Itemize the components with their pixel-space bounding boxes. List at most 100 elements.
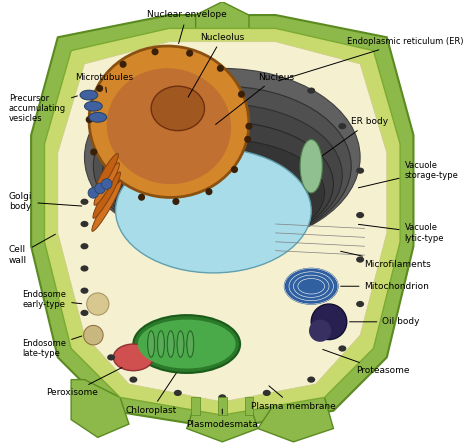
Ellipse shape xyxy=(80,90,98,100)
Text: Plasmodesmata: Plasmodesmata xyxy=(186,409,258,429)
Polygon shape xyxy=(31,15,413,428)
Text: Vacuole
storage-type: Vacuole storage-type xyxy=(358,161,458,188)
Ellipse shape xyxy=(93,86,351,246)
Text: Endosome
early-type: Endosome early-type xyxy=(22,290,82,309)
Ellipse shape xyxy=(89,112,107,122)
Polygon shape xyxy=(45,28,400,415)
Ellipse shape xyxy=(116,148,311,273)
Ellipse shape xyxy=(174,390,182,396)
Text: Mitochondrion: Mitochondrion xyxy=(341,282,429,291)
Text: ER body: ER body xyxy=(322,117,388,156)
Text: Chloroplast: Chloroplast xyxy=(126,373,177,415)
Ellipse shape xyxy=(338,345,346,352)
Circle shape xyxy=(95,183,105,194)
Ellipse shape xyxy=(219,394,226,401)
Ellipse shape xyxy=(81,198,89,205)
Ellipse shape xyxy=(151,86,204,131)
Text: Plasma membrane: Plasma membrane xyxy=(251,386,336,411)
Circle shape xyxy=(309,319,331,342)
Circle shape xyxy=(246,123,253,130)
Text: Microtubules: Microtubules xyxy=(75,73,134,92)
Ellipse shape xyxy=(138,319,236,369)
Ellipse shape xyxy=(356,256,364,263)
Circle shape xyxy=(83,325,103,345)
Text: Peroxisome: Peroxisome xyxy=(46,367,122,397)
Ellipse shape xyxy=(178,332,183,356)
Text: Nuclear envelope: Nuclear envelope xyxy=(147,10,227,43)
Circle shape xyxy=(238,90,245,98)
Ellipse shape xyxy=(129,376,137,383)
Ellipse shape xyxy=(95,154,118,192)
Ellipse shape xyxy=(158,332,164,356)
Text: Nucleus: Nucleus xyxy=(216,73,294,125)
Circle shape xyxy=(119,61,127,68)
Ellipse shape xyxy=(307,87,315,94)
Ellipse shape xyxy=(81,243,89,250)
Ellipse shape xyxy=(107,68,231,184)
Ellipse shape xyxy=(307,376,315,383)
Ellipse shape xyxy=(89,46,249,198)
Circle shape xyxy=(90,148,97,155)
Ellipse shape xyxy=(338,123,346,129)
Ellipse shape xyxy=(81,265,89,271)
Ellipse shape xyxy=(94,163,119,205)
Text: Microfilaments: Microfilaments xyxy=(341,251,431,268)
Polygon shape xyxy=(71,379,129,437)
Polygon shape xyxy=(187,402,258,442)
Ellipse shape xyxy=(188,332,193,356)
Circle shape xyxy=(205,188,212,195)
Ellipse shape xyxy=(113,344,154,370)
Circle shape xyxy=(231,166,238,173)
Text: Golgi
body: Golgi body xyxy=(9,192,82,211)
Text: Endoplasmic reticulum (ER): Endoplasmic reticulum (ER) xyxy=(278,37,463,81)
Circle shape xyxy=(186,50,193,57)
Ellipse shape xyxy=(84,101,102,111)
Polygon shape xyxy=(258,384,333,442)
Ellipse shape xyxy=(263,390,271,396)
Ellipse shape xyxy=(167,331,174,358)
Ellipse shape xyxy=(177,331,184,358)
Ellipse shape xyxy=(133,315,240,373)
Ellipse shape xyxy=(187,331,194,358)
Circle shape xyxy=(101,179,112,190)
Ellipse shape xyxy=(356,301,364,307)
Circle shape xyxy=(217,65,224,72)
Circle shape xyxy=(109,176,116,183)
Circle shape xyxy=(244,136,251,143)
Circle shape xyxy=(87,293,109,315)
Text: Cell
wall: Cell wall xyxy=(9,234,55,265)
Ellipse shape xyxy=(300,139,322,193)
Text: Proteasome: Proteasome xyxy=(323,349,409,375)
Circle shape xyxy=(152,48,159,55)
Circle shape xyxy=(86,116,93,123)
Ellipse shape xyxy=(284,268,338,304)
Ellipse shape xyxy=(148,332,154,356)
Ellipse shape xyxy=(168,332,173,356)
Ellipse shape xyxy=(84,69,360,246)
Ellipse shape xyxy=(81,288,89,294)
Circle shape xyxy=(88,188,99,198)
Circle shape xyxy=(173,198,180,205)
Ellipse shape xyxy=(157,331,164,358)
Ellipse shape xyxy=(81,310,89,316)
Ellipse shape xyxy=(120,139,325,246)
Text: Oil body: Oil body xyxy=(349,317,420,326)
Text: Endosome
late-type: Endosome late-type xyxy=(22,336,82,358)
Ellipse shape xyxy=(93,172,120,218)
Text: Vacuole
lytic-type: Vacuole lytic-type xyxy=(358,223,444,242)
Circle shape xyxy=(138,194,145,201)
Ellipse shape xyxy=(107,354,115,361)
Polygon shape xyxy=(196,2,249,42)
Polygon shape xyxy=(245,397,254,415)
Circle shape xyxy=(96,85,103,92)
Ellipse shape xyxy=(102,104,342,246)
Polygon shape xyxy=(191,397,200,415)
Ellipse shape xyxy=(356,212,364,218)
Ellipse shape xyxy=(92,181,121,231)
Circle shape xyxy=(311,304,347,340)
Ellipse shape xyxy=(147,331,155,358)
Text: Nucleolus: Nucleolus xyxy=(188,33,245,97)
Polygon shape xyxy=(218,397,227,415)
Ellipse shape xyxy=(111,122,333,246)
Text: Precursor
accumulating
vesicles: Precursor accumulating vesicles xyxy=(9,94,77,123)
